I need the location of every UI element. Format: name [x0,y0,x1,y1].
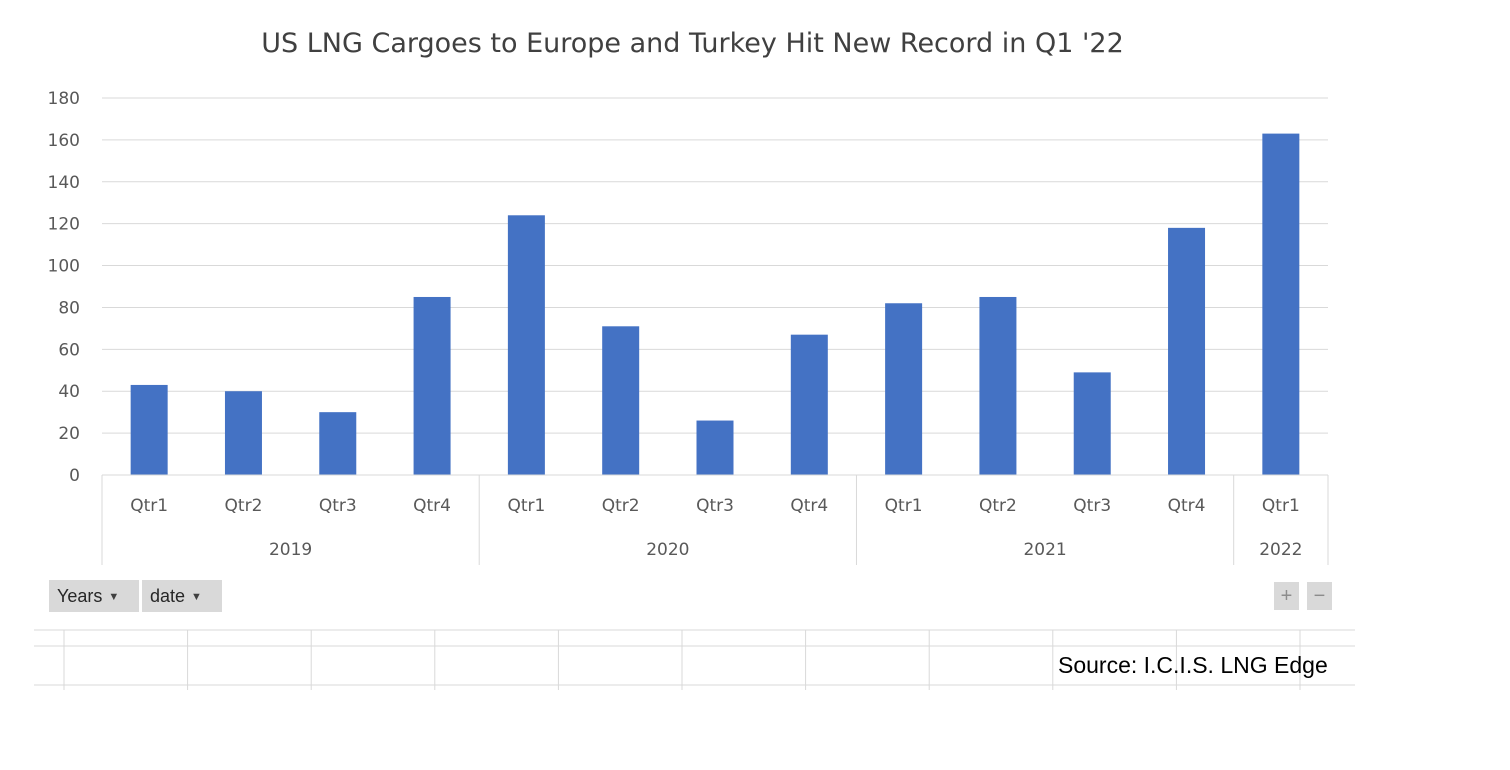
axes: 0 20 40 60 80 100 120 140 160 180 Qtr1 Qtr2 Qtr3 Qtr4… [48,89,1329,565]
x-group-label: 2021 [1023,540,1066,560]
x-tick-label: Qtr2 [602,496,640,516]
x-tick-label: Qtr3 [1073,496,1111,516]
bar [224,391,262,475]
bar [130,384,168,475]
bar [1073,372,1111,475]
y-tick-label: 60 [58,340,80,360]
x-tick-label: Qtr1 [885,496,923,516]
x-tick-label: Qtr4 [1168,496,1206,516]
y-tick-label: 140 [48,173,80,193]
x-tick-label: Qtr2 [225,496,263,516]
y-tick-label: 100 [48,257,80,277]
dropdown-arrow-icon: ▼ [108,591,120,603]
y-tick-label: 80 [58,298,80,318]
bar [602,326,640,475]
bar [790,334,828,475]
x-tick-label: Qtr1 [130,496,168,516]
y-tick-label: 120 [48,215,80,235]
source-note: Source: I.C.I.S. LNG Edge [1058,652,1328,678]
bar [319,412,357,475]
chart-title: US LNG Cargoes to Europe and Turkey Hit … [261,28,1124,59]
bar [413,296,451,475]
expand-field-button[interactable]: + [1274,582,1299,610]
y-tick-label: 20 [58,424,80,444]
collapse-field-button[interactable]: − [1307,582,1332,610]
x-group-label: 2020 [646,540,689,560]
x-tick-label: Qtr3 [696,496,734,516]
y-tick-label: 0 [69,466,80,486]
bar [507,215,545,476]
years-filter-label: Years [57,586,103,606]
x-group-label: 2022 [1259,540,1302,560]
y-tick-label: 40 [58,382,80,402]
x-group-label: 2019 [269,540,312,560]
bar [1168,227,1206,475]
x-tick-label: Qtr3 [319,496,357,516]
x-tick-label: Qtr4 [790,496,828,516]
x-tick-label: Qtr1 [507,496,545,516]
bar [979,296,1017,475]
y-tick-label: 180 [48,89,80,109]
bar [1262,133,1300,475]
date-filter-button[interactable]: date ▼ [142,580,222,612]
dropdown-arrow-icon: ▼ [191,591,202,603]
y-tick-label: 160 [48,131,80,151]
x-tick-label: Qtr2 [979,496,1017,516]
gridlines [102,97,1328,434]
bar [696,420,734,475]
x-tick-label: Qtr4 [413,496,451,516]
bars [130,133,1300,476]
spreadsheet-grid [34,629,1355,690]
date-filter-label: date [150,586,186,606]
x-tick-label: Qtr1 [1262,496,1300,516]
bar [885,303,923,475]
years-filter-button[interactable]: Years ▼ [49,580,139,612]
